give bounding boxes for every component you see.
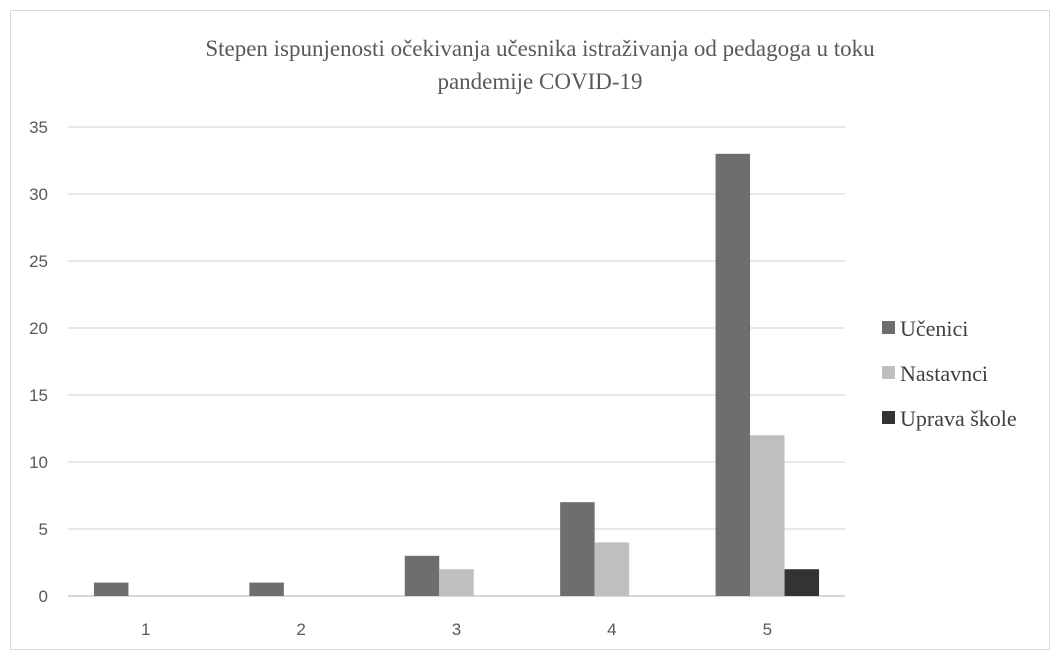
- gridlines: [68, 126, 845, 597]
- y-tick-label: 5: [39, 520, 48, 539]
- bar-2-5: [750, 435, 785, 596]
- x-tick-label: 3: [452, 620, 461, 639]
- bar-1-2: [249, 582, 284, 596]
- bar-2-4: [594, 542, 630, 596]
- legend-label: Učenici: [900, 316, 968, 341]
- bar-1-4: [560, 502, 595, 596]
- legend-label: Uprava škole: [900, 406, 1017, 431]
- bar-1-1: [93, 582, 129, 596]
- x-tick-label: 4: [607, 620, 616, 639]
- legend-swatch: [882, 411, 895, 424]
- y-axis-ticks: 0 5 10 15 20 25 30 35: [29, 118, 48, 606]
- bar-1-3: [404, 555, 440, 596]
- y-tick-label: 30: [29, 185, 48, 204]
- y-tick-label: 35: [29, 118, 48, 137]
- legend-swatch: [882, 321, 895, 334]
- chart-title: Stepen ispunjenosti očekivanja učesnika …: [205, 36, 875, 94]
- y-tick-label: 10: [29, 453, 48, 472]
- bar-2-3: [439, 569, 474, 596]
- bar-3-5: [784, 569, 820, 596]
- legend-swatch: [882, 366, 895, 379]
- y-tick-label: 15: [29, 386, 48, 405]
- y-tick-label: 0: [39, 587, 48, 606]
- bar-1-5: [715, 153, 751, 597]
- chart-frame: [10, 10, 1050, 650]
- y-tick-label: 25: [29, 252, 48, 271]
- x-tick-label: 1: [141, 620, 150, 639]
- chart-title-line-1: Stepen ispunjenosti očekivanja učesnika …: [205, 36, 875, 61]
- chart-title-line-2: pandemije COVID-19: [437, 69, 642, 94]
- bars: [93, 153, 820, 597]
- legend-label: Nastavnci: [900, 361, 988, 386]
- x-axis-ticks: 1 2 3 4 5: [141, 620, 772, 639]
- x-tick-label: 2: [296, 620, 305, 639]
- x-tick-label: 5: [763, 620, 772, 639]
- y-tick-label: 20: [29, 319, 48, 338]
- legend: Učenici Nastavnci Uprava škole: [882, 316, 1017, 431]
